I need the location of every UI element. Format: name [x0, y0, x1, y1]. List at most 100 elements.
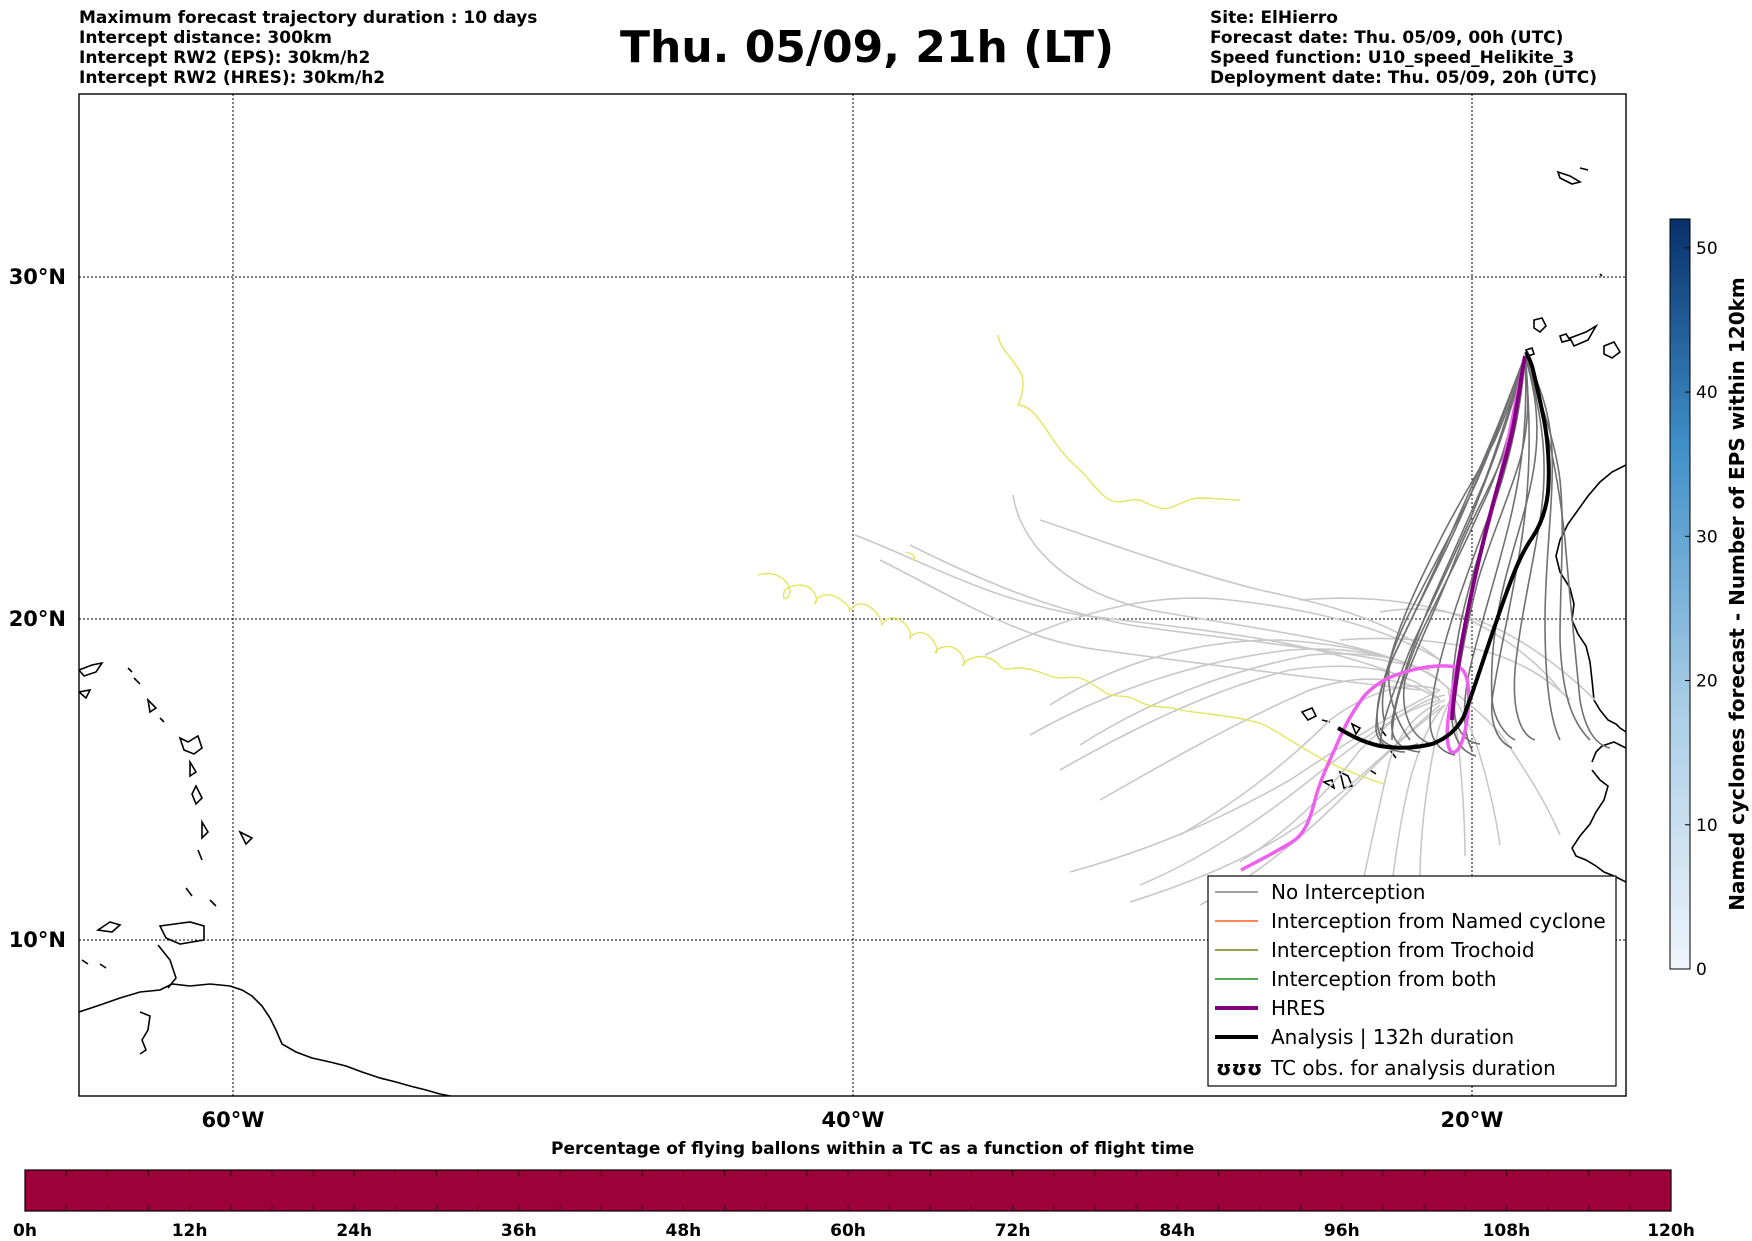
trajectory — [1513, 355, 1545, 741]
coast-sal — [1379, 727, 1387, 737]
flight-time-tick-label: 84h — [1159, 1221, 1195, 1241]
forecast-date-text: Forecast date: Thu. 05/09, 00h (UTC) — [1210, 28, 1564, 48]
flight-time-tick-label: 0h — [13, 1221, 37, 1241]
coast-porto-santo — [1579, 167, 1589, 171]
trajectory — [1379, 355, 1526, 746]
flight-time-tick-label: 120h — [1647, 1221, 1695, 1241]
coast-st-vincent — [197, 849, 203, 861]
colorbar-tick-label: 0 — [1696, 960, 1707, 980]
flight-time-bar-title: Percentage of flying ballons within a TC… — [551, 1139, 1195, 1159]
lat-label-30n: 30°N — [9, 265, 66, 289]
coast-st-lucia — [201, 819, 210, 840]
hres-track — [1450, 355, 1527, 721]
coast-barbados — [238, 830, 254, 846]
coastlines — [79, 167, 1626, 1096]
coast-peninsula — [157, 944, 177, 989]
colorbar-tick-label: 40 — [1696, 383, 1718, 403]
max-duration-text: Maximum forecast trajectory duration : 1… — [79, 8, 538, 28]
trajectory — [1490, 355, 1538, 741]
flight-time-ticks: 0h 12h 24h 36h 48h 60h 72h 84h 96h 108h 120h — [13, 1221, 1695, 1241]
legend-item-hres: HRES — [1215, 996, 1325, 1020]
flight-time-tick-label: 96h — [1324, 1221, 1360, 1241]
trajectory — [1239, 694, 1446, 863]
trajectory — [879, 559, 1421, 691]
trajectory — [1450, 355, 1526, 757]
eps-trajectories-dark — [1375, 355, 1611, 757]
trajectory — [1079, 652, 1451, 746]
trajectory — [1463, 355, 1527, 751]
legend-item-analysis: Analysis | 132h duration — [1215, 1025, 1514, 1049]
trajectory — [757, 573, 1385, 785]
intercept-eps-text: Intercept RW2 (EPS): 30km/h2 — [79, 48, 371, 68]
flight-time-bar: 0h 12h 24h 36h 48h 60h 72h 84h 96h 108h 120h — [13, 1169, 1695, 1241]
intercept-hres-text: Intercept RW2 (HRES): 30km/h2 — [79, 68, 386, 88]
colorbar-tick-label: 20 — [1696, 672, 1718, 692]
lon-label-20w: 20°W — [1441, 1108, 1504, 1132]
intercept-distance-text: Intercept distance: 300km — [79, 28, 332, 48]
coast-guadeloupe — [178, 734, 203, 755]
coast-bonaire — [81, 959, 89, 965]
trajectory — [997, 334, 1241, 510]
trajectory — [984, 597, 1441, 661]
legend-label: HRES — [1271, 996, 1325, 1020]
legend-label: Analysis | 132h duration — [1271, 1025, 1514, 1049]
yellow-trajectories — [757, 334, 1385, 785]
legend-label: Interception from Named cyclone — [1271, 909, 1606, 933]
coast-guyana — [139, 1011, 151, 1055]
colorbar-tick-label: 50 — [1696, 239, 1718, 259]
coast-tenerife — [1568, 323, 1599, 348]
coast-island-c — [127, 667, 133, 673]
lon-label-60w: 60°W — [202, 1108, 265, 1132]
legend-label: TC obs. for analysis duration — [1270, 1056, 1556, 1080]
trajectory — [1359, 699, 1446, 896]
flight-time-minor-ticks — [65, 1170, 1631, 1211]
trajectory — [1099, 678, 1441, 801]
colorbar-label: Named cyclones forecast - Number of EPS … — [1725, 277, 1749, 911]
legend-item-named-cyclone: Interception from Named cyclone — [1215, 909, 1606, 933]
coast-la-palma — [1533, 317, 1547, 334]
coast-island-e — [146, 697, 158, 714]
coast-island-f — [159, 717, 165, 723]
coast-gomera — [1558, 333, 1572, 343]
trajectory — [1375, 355, 1526, 753]
coast-maio — [1369, 769, 1377, 775]
trajectory — [1059, 665, 1441, 771]
header-info-left: Maximum forecast trajectory duration : 1… — [79, 8, 537, 88]
flight-time-tick-label: 12h — [172, 1221, 208, 1241]
trajectory — [1379, 608, 1596, 701]
coast-puerto-rico — [79, 661, 104, 677]
flight-time-tick-label: 108h — [1483, 1221, 1531, 1241]
legend: No Interception Interception from Named … — [1207, 875, 1617, 1087]
lat-label-10n: 10°N — [9, 928, 66, 952]
legend-label: No Interception — [1271, 880, 1425, 904]
coast-island-b — [79, 688, 92, 700]
flight-time-tick-label: 72h — [995, 1221, 1031, 1241]
trajectory — [905, 551, 916, 561]
site-text: Site: ElHierro — [1210, 8, 1338, 28]
header-info-right: Site: ElHierro Forecast date: Thu. 05/09… — [1210, 8, 1597, 88]
trajectory — [1524, 355, 1561, 741]
trajectory — [1069, 689, 1441, 873]
flight-time-bar-fill — [24, 1169, 1672, 1212]
coast-sao-nicolau — [1350, 722, 1362, 736]
coast-grenada — [209, 899, 217, 907]
trajectory — [1179, 685, 1441, 836]
coast-madeira — [1556, 170, 1583, 185]
trajectory — [1451, 689, 1561, 836]
colorbar: 0 10 20 30 40 50 Named cyclones forecast - Nu… — [1669, 218, 1749, 980]
coast-guinea — [1571, 769, 1626, 883]
legend-label: Interception from Trochoid — [1271, 938, 1535, 962]
lat-label-20n: 20°N — [9, 607, 66, 631]
colorbar-ticks: 0 10 20 30 40 50 — [1685, 239, 1718, 980]
trajectory — [1449, 689, 1501, 846]
coast-curacao — [99, 963, 107, 969]
colorbar-gradient — [1669, 218, 1691, 970]
coast-africa-north — [1555, 464, 1626, 733]
speed-function-text: Speed function: U10_speed_Helikite_3 — [1210, 48, 1575, 68]
coast-senegal — [1591, 741, 1626, 763]
trajectory — [1490, 355, 1530, 749]
flight-time-tick-label: 48h — [666, 1221, 702, 1241]
coast-south-america — [79, 983, 455, 1096]
trajectory — [1039, 519, 1441, 661]
